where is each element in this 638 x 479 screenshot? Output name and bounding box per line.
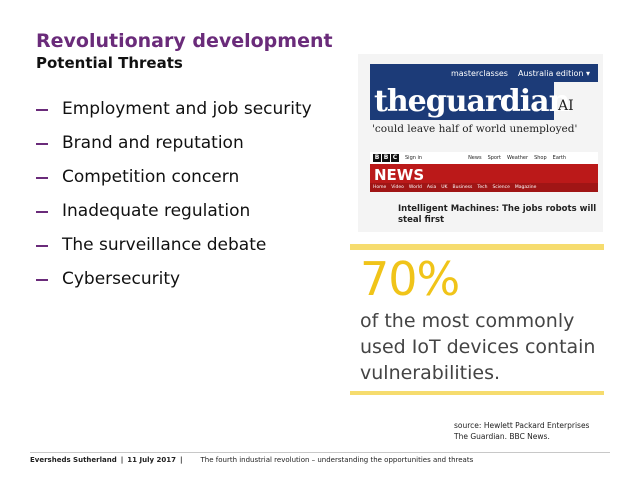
guardian-bar-item: masterclasses bbox=[450, 68, 508, 78]
dash-icon bbox=[36, 245, 48, 247]
slide-subtitle: Potential Threats bbox=[36, 54, 183, 72]
bbc-top-bar: B B C Sign in News Sport Weather Shop Ea… bbox=[370, 152, 598, 164]
footer-brand: Eversheds Sutherland bbox=[30, 456, 117, 464]
bullet-text: Brand and reputation bbox=[62, 133, 244, 153]
guardian-headline-fragment: AI bbox=[558, 98, 574, 114]
dash-icon bbox=[36, 211, 48, 213]
bbc-news-banner: NEWS Home Video World Asia UK Business T… bbox=[370, 164, 598, 192]
footer-date: 11 July 2017 bbox=[127, 456, 176, 464]
dash-icon bbox=[36, 143, 48, 145]
bbc-top-links: News Sport Weather Shop Earth bbox=[468, 155, 566, 161]
guardian-logo: theguardian bbox=[370, 82, 570, 120]
slide-title: Revolutionary development bbox=[36, 30, 333, 52]
footer-separator: | bbox=[120, 456, 124, 464]
bbc-top-link: Weather bbox=[507, 155, 529, 161]
stat-number: 70% bbox=[360, 252, 460, 306]
bbc-nav-item: Science bbox=[492, 185, 510, 190]
stat-top-stripe bbox=[350, 244, 604, 250]
dash-icon bbox=[36, 177, 48, 179]
list-item: Competition concern bbox=[36, 160, 356, 194]
list-item: The surveillance debate bbox=[36, 228, 356, 262]
bbc-logo: B B C bbox=[373, 154, 399, 162]
bullet-text: Employment and job security bbox=[62, 99, 312, 119]
threats-list: Employment and job security Brand and re… bbox=[36, 92, 356, 296]
bbc-nav-item: UK bbox=[441, 185, 448, 190]
dash-icon bbox=[36, 109, 48, 111]
bbc-logo-block: B bbox=[382, 154, 390, 162]
bbc-nav-item: Asia bbox=[426, 185, 437, 190]
footer: Eversheds Sutherland | 11 July 2017 | Th… bbox=[30, 456, 473, 464]
dash-icon bbox=[36, 279, 48, 281]
bullet-text: Cybersecurity bbox=[62, 269, 181, 289]
footer-subject: The fourth industrial revolution – under… bbox=[200, 456, 474, 464]
bbc-top-link: Shop bbox=[534, 155, 547, 161]
bbc-top-link: News bbox=[468, 155, 482, 161]
bullet-text: Competition concern bbox=[62, 167, 240, 187]
stat-bottom-stripe bbox=[350, 391, 604, 395]
bbc-news-label: NEWS bbox=[374, 166, 425, 184]
bbc-top-link: Earth bbox=[552, 155, 567, 161]
footer-separator: | bbox=[179, 456, 183, 464]
bbc-nav-item: Home bbox=[373, 185, 387, 190]
bullet-text: Inadequate regulation bbox=[62, 201, 251, 221]
bbc-signin: Sign in bbox=[405, 155, 423, 161]
bbc-headline: Intelligent Machines: The jobs robots wi… bbox=[398, 204, 597, 225]
bbc-nav-item: Business bbox=[452, 185, 473, 190]
source-line: source: Hewlett Packard Enterprises bbox=[454, 421, 590, 430]
bbc-logo-block: C bbox=[391, 154, 399, 162]
source-note: source: Hewlett Packard Enterprises The … bbox=[454, 420, 614, 442]
guardian-headline: 'could leave half of world unemployed' bbox=[372, 123, 578, 135]
list-item: Employment and job security bbox=[36, 92, 356, 126]
bbc-nav-item: Magazine bbox=[514, 185, 537, 190]
bullet-text: The surveillance debate bbox=[62, 235, 267, 255]
bbc-nav-item: World bbox=[408, 185, 422, 190]
bbc-logo-block: B bbox=[373, 154, 381, 162]
bbc-nav-item: Video bbox=[391, 185, 404, 190]
list-item: Cybersecurity bbox=[36, 262, 356, 296]
footer-divider bbox=[30, 452, 610, 453]
bbc-nav-item: Tech bbox=[477, 185, 488, 190]
source-line: The Guardian. BBC News. bbox=[454, 432, 550, 441]
bbc-top-link: Sport bbox=[487, 155, 502, 161]
news-collage-image: masterclasses Australia edition ▾ thegua… bbox=[358, 54, 603, 232]
list-item: Brand and reputation bbox=[36, 126, 356, 160]
stat-text: of the most commonly used IoT devices co… bbox=[360, 310, 596, 384]
list-item: Inadequate regulation bbox=[36, 194, 356, 228]
guardian-bar-item: Australia edition ▾ bbox=[517, 68, 590, 78]
bbc-nav: Home Video World Asia UK Business Tech S… bbox=[370, 183, 598, 192]
guardian-top-bar: masterclasses Australia edition ▾ bbox=[370, 64, 598, 82]
